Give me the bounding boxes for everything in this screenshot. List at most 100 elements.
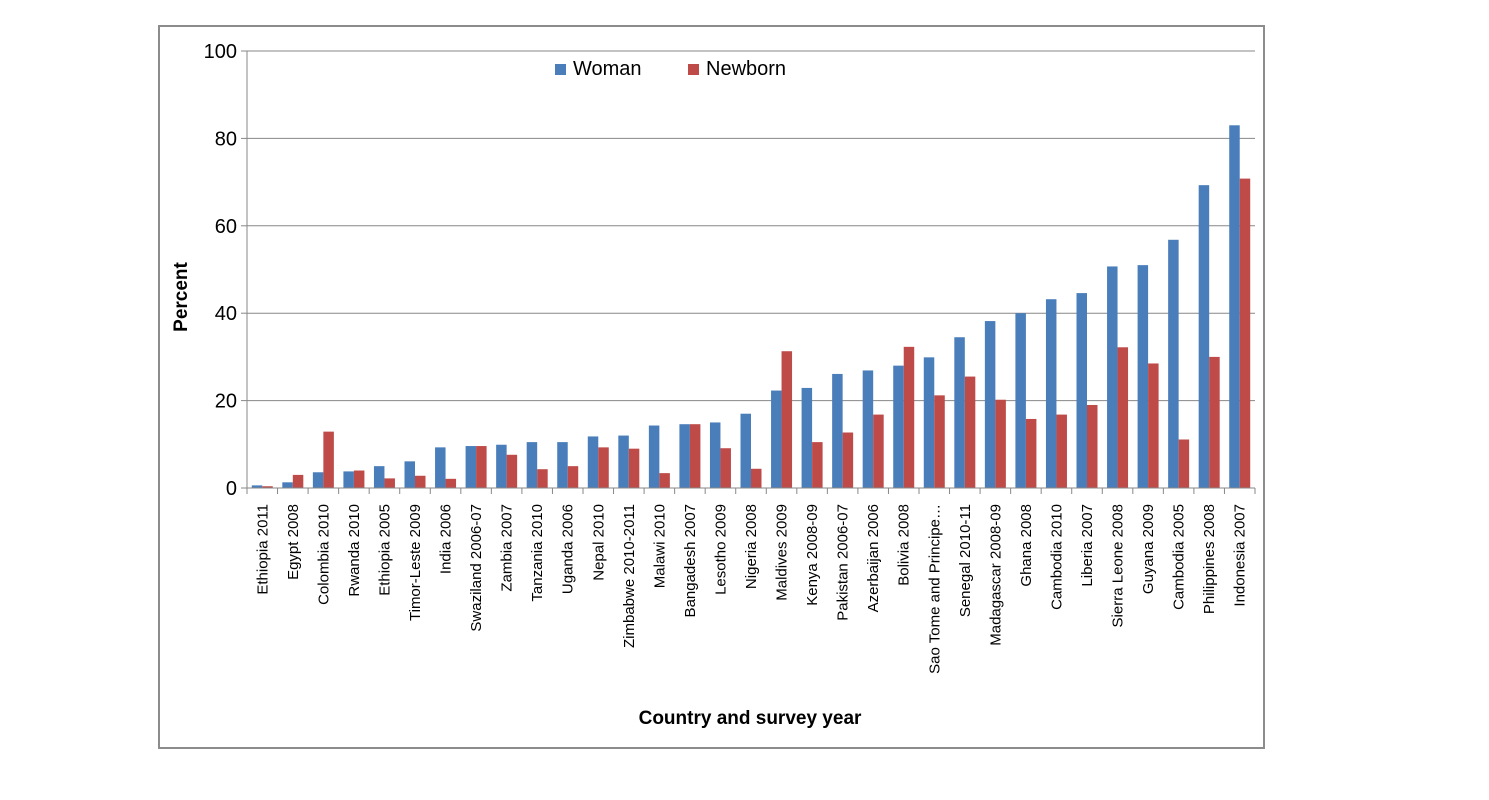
y-tick-label: 0 — [226, 478, 237, 500]
bars — [251, 125, 1251, 488]
bar-newborn — [384, 478, 395, 488]
bar-newborn — [445, 478, 457, 488]
bar-woman — [679, 424, 690, 488]
bar-woman — [984, 321, 996, 488]
x-tick-label: Bangadesh 2007 — [682, 504, 699, 617]
legend: Woman Newborn — [555, 58, 786, 80]
bar-woman — [373, 466, 385, 488]
x-tick-label: Liberia 2007 — [1079, 504, 1096, 587]
bar-woman — [648, 425, 660, 488]
x-tick-label: Guyana 2009 — [1140, 504, 1157, 594]
bar-newborn — [751, 468, 762, 488]
bar-newborn — [353, 470, 365, 488]
x-tick-label: Azerbaijan 2006 — [865, 504, 882, 612]
bar-newborn — [1117, 347, 1129, 488]
x-tick-label: Zambia 2007 — [499, 504, 516, 592]
bar-woman — [557, 442, 568, 488]
bar-newborn — [1209, 356, 1220, 488]
bar-newborn — [415, 475, 426, 488]
bar-newborn — [1025, 418, 1037, 488]
x-tick-label: Timor-Leste 2009 — [407, 504, 424, 621]
x-tick-labels: Ethiopia 2011 Egypt 2008 Colombia 2010 Rwan… — [254, 504, 1248, 674]
bar-woman — [771, 390, 782, 488]
bar-newborn — [323, 431, 334, 488]
x-tick-label: Sao Tome and Principe… — [926, 504, 943, 674]
x-tick-label: Swaziland 2006-07 — [468, 504, 485, 632]
bar-woman — [251, 485, 263, 488]
bar-newborn — [964, 376, 976, 488]
x-tick-label: India 2006 — [438, 504, 455, 574]
bar-woman — [923, 357, 935, 488]
bar-newborn — [995, 399, 1006, 488]
y-axis-title: Percent — [171, 261, 192, 331]
chart-frame: 0 20 40 60 80 100 Ethiopia 2011 Egypt 2008 Colo… — [158, 25, 1265, 749]
bar-woman — [954, 337, 965, 488]
bar-woman — [709, 422, 721, 488]
chart-canvas: 0 20 40 60 80 100 Ethiopia 2011 Egypt 2008 Colo… — [171, 41, 1256, 729]
bar-newborn — [1148, 363, 1159, 488]
x-tick-label: Pakistan 2006-07 — [835, 504, 852, 621]
bar-woman — [465, 446, 477, 488]
bar-woman — [435, 447, 446, 488]
bar-woman — [404, 461, 415, 488]
x-tick-label: Maldives 2009 — [774, 504, 791, 601]
x-tick-label: Tanzania 2010 — [529, 504, 546, 602]
bar-newborn — [1178, 439, 1190, 488]
bar-newborn — [476, 446, 487, 488]
bar-newborn — [873, 414, 884, 488]
bar-woman — [893, 365, 904, 488]
y-tick-label: 100 — [204, 41, 237, 63]
legend-swatch-newborn — [688, 64, 699, 75]
legend-label-newborn: Newborn — [706, 58, 786, 80]
x-tick-label: Malawi 2010 — [651, 504, 668, 588]
x-tick-label: Senegal 2010-11 — [957, 504, 974, 617]
bar-newborn — [537, 469, 548, 488]
bar-newborn — [628, 448, 640, 488]
bar-woman — [832, 373, 843, 488]
bar-woman — [587, 436, 599, 488]
bar-newborn — [1087, 404, 1098, 488]
bar-woman — [343, 471, 354, 488]
bar-newborn — [1239, 178, 1251, 488]
x-tick-label: Uganda 2006 — [560, 504, 577, 594]
bar-newborn — [506, 454, 518, 488]
x-tick-label: Egypt 2008 — [285, 504, 302, 580]
bar-newborn — [659, 473, 670, 488]
y-tick-label: 80 — [215, 128, 237, 150]
x-tick-label: Cambodia 2005 — [1171, 504, 1188, 610]
bar-woman — [1137, 265, 1149, 488]
bar-newborn — [934, 395, 945, 488]
x-tick-label: Indonesia 2007 — [1232, 504, 1249, 607]
bar-woman — [1076, 293, 1087, 488]
x-tick-label: Bolivia 2008 — [896, 504, 913, 586]
bar-newborn — [842, 432, 854, 488]
x-tick-label: Rwanda 2010 — [346, 504, 363, 597]
x-tick-label: Zimbabwe 2010-2011 — [621, 504, 638, 648]
bar-woman — [1015, 313, 1026, 488]
y-tick-label: 40 — [215, 303, 237, 325]
x-tick-label: Ghana 2008 — [1018, 504, 1035, 587]
bar-newborn — [292, 474, 304, 488]
bar-woman — [496, 444, 507, 488]
axes — [241, 50, 1256, 494]
bar-woman — [801, 387, 813, 488]
bar-woman — [862, 370, 874, 488]
bar-newborn — [567, 466, 579, 488]
bar-newborn — [781, 351, 793, 488]
y-tick-label: 60 — [215, 216, 237, 238]
x-tick-label: Ethiopia 2005 — [376, 504, 393, 596]
y-tick-label: 20 — [215, 391, 237, 413]
bar-newborn — [720, 448, 731, 488]
bar-woman — [1045, 299, 1057, 488]
x-tick-label: Ethiopia 2011 — [254, 504, 271, 595]
x-tick-label: Nigeria 2008 — [743, 504, 760, 589]
bar-woman — [1107, 266, 1118, 488]
legend-label-woman: Woman — [573, 58, 642, 80]
bar-woman — [282, 482, 293, 488]
bar-newborn — [903, 346, 915, 488]
bar-woman — [740, 413, 751, 488]
x-tick-label: Philippines 2008 — [1201, 504, 1218, 614]
bar-newborn — [689, 424, 701, 488]
gridlines — [247, 50, 1255, 402]
bar-woman — [1198, 185, 1210, 488]
